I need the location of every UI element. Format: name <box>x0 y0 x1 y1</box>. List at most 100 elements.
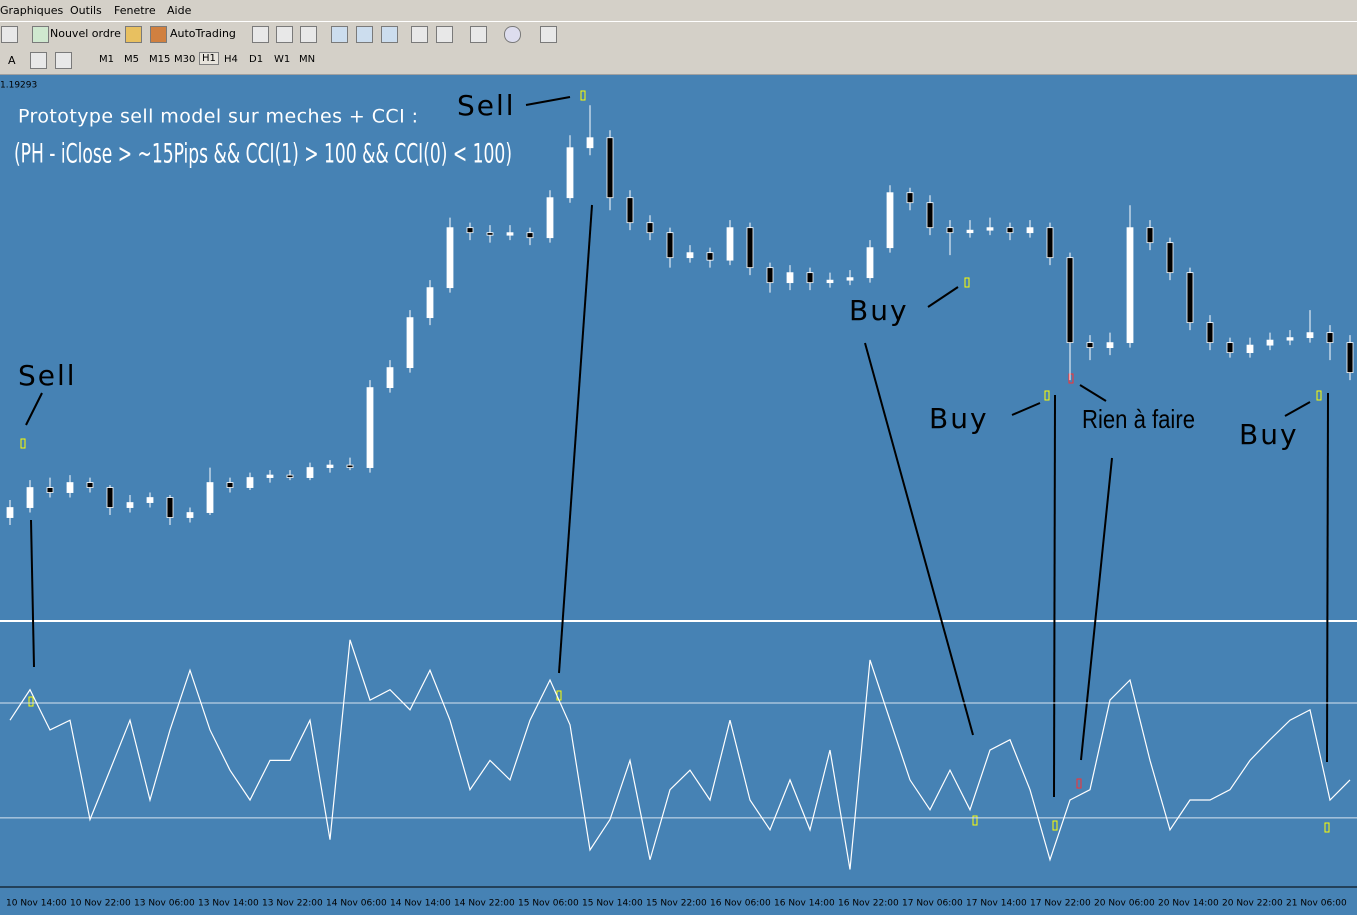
timeframe-button[interactable]: W1 <box>274 54 291 65</box>
icon[interactable] <box>55 52 72 69</box>
new-order-button[interactable]: Nouvel ordre <box>50 27 121 40</box>
icon[interactable] <box>411 26 428 43</box>
x-tick-label: 17 Nov 06:00 <box>902 899 963 909</box>
candle-body <box>386 367 394 389</box>
candle-body <box>206 482 214 513</box>
x-tick-label: 16 Nov 22:00 <box>838 899 899 909</box>
x-tick-label: 15 Nov 22:00 <box>646 899 707 909</box>
x-tick-label: 13 Nov 22:00 <box>262 899 323 909</box>
candle-body <box>466 227 474 234</box>
candle-body <box>726 227 734 261</box>
candle-body <box>306 467 314 478</box>
candle-body <box>1146 227 1154 244</box>
chart-background <box>0 75 1357 915</box>
candle-body <box>686 252 694 259</box>
icon[interactable] <box>504 26 521 43</box>
price-label: 1.19293 <box>0 81 37 91</box>
x-tick-label: 14 Nov 22:00 <box>454 899 515 909</box>
icon[interactable] <box>540 26 557 43</box>
icon[interactable] <box>150 26 167 43</box>
timeframe-toolbar: A M1 M5 M15 M30 H1 H4 D1 W1 MN <box>0 48 1357 75</box>
candle-body <box>286 474 294 478</box>
x-tick-label: 14 Nov 06:00 <box>326 899 387 909</box>
candle-body <box>426 287 434 319</box>
candle-body <box>666 232 674 259</box>
candle-body <box>646 222 654 234</box>
menu-item[interactable]: Fenetre <box>114 4 156 17</box>
icon[interactable] <box>300 26 317 43</box>
timeframe-button[interactable]: H1 <box>199 52 219 65</box>
autotrading-button[interactable]: AutoTrading <box>170 27 236 40</box>
timeframe-button[interactable]: D1 <box>249 54 264 65</box>
icon[interactable] <box>356 26 373 43</box>
x-tick-label: 13 Nov 06:00 <box>134 899 195 909</box>
icon[interactable] <box>331 26 348 43</box>
icon[interactable] <box>252 26 269 43</box>
timeframe-button[interactable]: H4 <box>224 54 238 65</box>
candle-body <box>6 507 14 518</box>
candle-body <box>186 512 194 518</box>
candle-body <box>1066 257 1074 344</box>
candle-body <box>1126 227 1134 344</box>
icon[interactable] <box>436 26 453 43</box>
menu-item[interactable]: Outils <box>70 4 102 17</box>
candles <box>6 105 1354 526</box>
annotation: Buy <box>929 402 989 435</box>
candle-body <box>126 502 134 508</box>
menu-item[interactable]: Aide <box>167 4 192 17</box>
candle-body <box>26 487 34 508</box>
candle-body <box>46 487 54 493</box>
candle-body <box>146 497 154 503</box>
timeframe-button[interactable]: M30 <box>174 54 196 65</box>
candle-body <box>746 227 754 269</box>
candle-body <box>1326 332 1334 344</box>
candle-body <box>1346 342 1354 374</box>
candle-body <box>346 464 354 468</box>
timeframe-button[interactable]: M1 <box>99 54 114 65</box>
candle-body <box>1026 227 1034 234</box>
candle-body <box>586 137 594 149</box>
annotation: Buy <box>849 294 909 327</box>
candle-body <box>106 487 114 508</box>
candle-body <box>246 477 254 488</box>
annotation: Rien à faire <box>1082 404 1195 434</box>
icon[interactable] <box>470 26 487 43</box>
icon[interactable] <box>125 26 142 43</box>
menu-item[interactable]: Graphiques <box>0 4 64 17</box>
candle-body <box>846 277 854 281</box>
candle-body <box>506 232 514 236</box>
chart-title: Prototype sell model sur meches + CCI : <box>18 106 418 128</box>
annotation: Buy <box>1239 418 1299 451</box>
candle-body <box>1286 337 1294 341</box>
candle-body <box>886 192 894 249</box>
candle-body <box>786 272 794 284</box>
candle-body <box>366 387 374 468</box>
x-tick-label: 10 Nov 22:00 <box>70 899 131 909</box>
timeframe-button[interactable]: M15 <box>149 54 171 65</box>
icon[interactable] <box>381 26 398 43</box>
candle-body <box>1266 339 1274 346</box>
candle-body <box>446 227 454 289</box>
candle-body <box>486 232 494 236</box>
icon[interactable] <box>1 26 18 43</box>
candle-body <box>1186 272 1194 324</box>
x-tick-label: 10 Nov 14:00 <box>6 899 67 909</box>
x-tick-label: 16 Nov 14:00 <box>774 899 835 909</box>
annotation: Sell <box>457 89 516 122</box>
icon[interactable]: A <box>8 54 16 67</box>
timeframe-button[interactable]: M5 <box>124 54 139 65</box>
x-tick-label: 20 Nov 14:00 <box>1158 899 1219 909</box>
toolbar: Nouvel ordre AutoTrading <box>0 21 1357 49</box>
icon[interactable] <box>30 52 47 69</box>
candle-body <box>66 482 74 493</box>
x-tick-label: 16 Nov 06:00 <box>710 899 771 909</box>
candle-body <box>1166 242 1174 274</box>
candle-body <box>806 272 814 284</box>
timeframe-button[interactable]: MN <box>299 54 316 65</box>
candle-body <box>1226 342 1234 354</box>
signal-markers <box>20 90 1330 833</box>
x-tick-label: 17 Nov 14:00 <box>966 899 1027 909</box>
icon[interactable] <box>276 26 293 43</box>
icon[interactable] <box>32 26 49 43</box>
x-tick-label: 15 Nov 06:00 <box>518 899 579 909</box>
